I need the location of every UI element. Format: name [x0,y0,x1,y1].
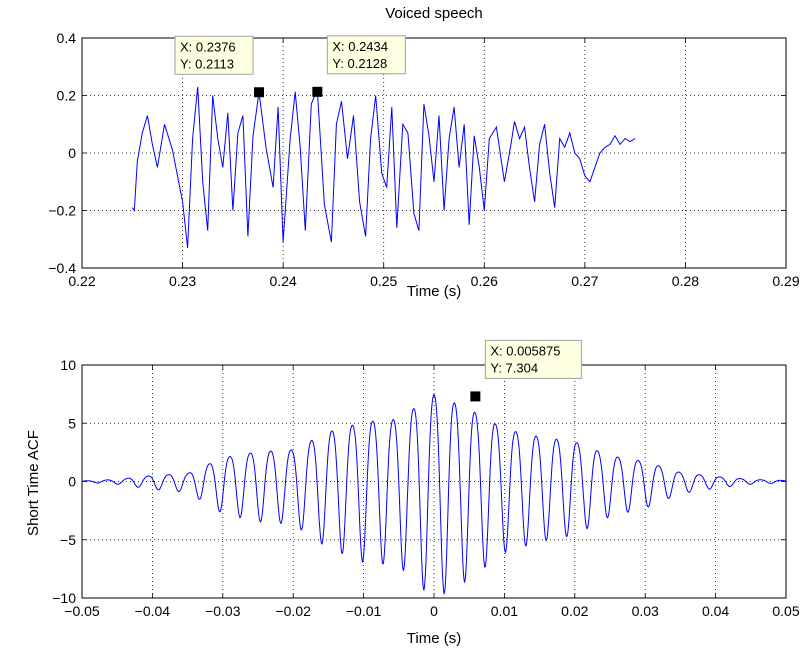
bot-1-datatip-box [484,339,582,379]
bot-x-tick-label: 0.02 [561,603,588,619]
bot-y-tick-label: 0 [68,474,76,490]
top-2-datatip-marker [312,86,323,97]
y-axis-label-bottom: Short Time ACF [25,430,42,536]
bot-x-tick-label: 0.01 [491,603,518,619]
voiced-speech-axes: 0.22 0.23 0.24 0.25 0.26 0.27 0.28 0.29 0.4 0.2 0 −… [48,30,799,289]
top-2-datatip-box [326,35,406,75]
top-1-datatip-marker [254,87,265,98]
top-x-tick-label: 0.26 [471,273,498,289]
top-x-tick-label: 0.23 [169,273,196,289]
bot-x-tick-label: 0.04 [702,603,729,619]
top-x-tick-label: 0.28 [672,273,699,289]
bot-x-tick-label: −0.01 [346,603,382,619]
bot-y-tick-label: −5 [60,532,76,548]
bot-x-tick-label: 0.05 [772,603,799,619]
top-y-tick-label: −0.2 [48,203,76,219]
bot-1-datatip-y-label: Y: 7.304 [490,360,538,375]
top-frame [81,37,787,269]
acf-axes: −0.05 −0.04 −0.03 −0.02 −0.01 0 0.01 0.02 0.03 0.… [52,339,800,619]
bot-1-datatip-marker [470,391,481,402]
bot-1-datatip-x-label: X: 0.005875 [490,343,560,358]
bot-x-tick-label: 0.03 [632,603,659,619]
top-x-tick-label: 0.25 [370,273,397,289]
top-x-tick-label: 0.22 [68,273,95,289]
top-y-tick-label: 0.4 [57,30,77,46]
bot-x-tick-label: −0.04 [135,603,171,619]
bot-y-tick-label: 5 [68,415,76,431]
top-1-datatip-box [174,35,254,75]
top-2-datatip-y-label: Y: 0.2128 [332,56,387,71]
speech-waveform-line [131,86,636,248]
bot-x-tick-label: −0.02 [275,603,311,619]
top-2-datatip-x-label: X: 0.2434 [332,39,388,54]
bot-y-tick-label: −10 [52,590,76,606]
x-axis-label-top: Time (s) [407,283,461,300]
chart-title: Voiced speech [385,5,483,22]
bot-frame [81,364,787,599]
acf-line [81,393,787,596]
top-y-tick-label: 0 [68,145,76,161]
top-x-tick-label: 0.29 [772,273,799,289]
top-y-tick-label: −0.4 [48,260,76,276]
bot-x-tick-label: 0 [430,603,438,619]
x-axis-label-bottom: Time (s) [407,630,461,647]
bot-x-tick-label: −0.03 [205,603,241,619]
top-x-tick-label: 0.24 [270,273,297,289]
top-1-datatip-y-label: Y: 0.2113 [180,56,234,71]
bot-y-tick-label: 10 [60,357,76,373]
top-y-tick-label: 0.2 [57,88,77,104]
bot-x-tick-label: −0.05 [64,603,100,619]
top-x-tick-label: 0.27 [571,273,598,289]
top-1-datatip-x-label: X: 0.2376 [180,39,236,54]
